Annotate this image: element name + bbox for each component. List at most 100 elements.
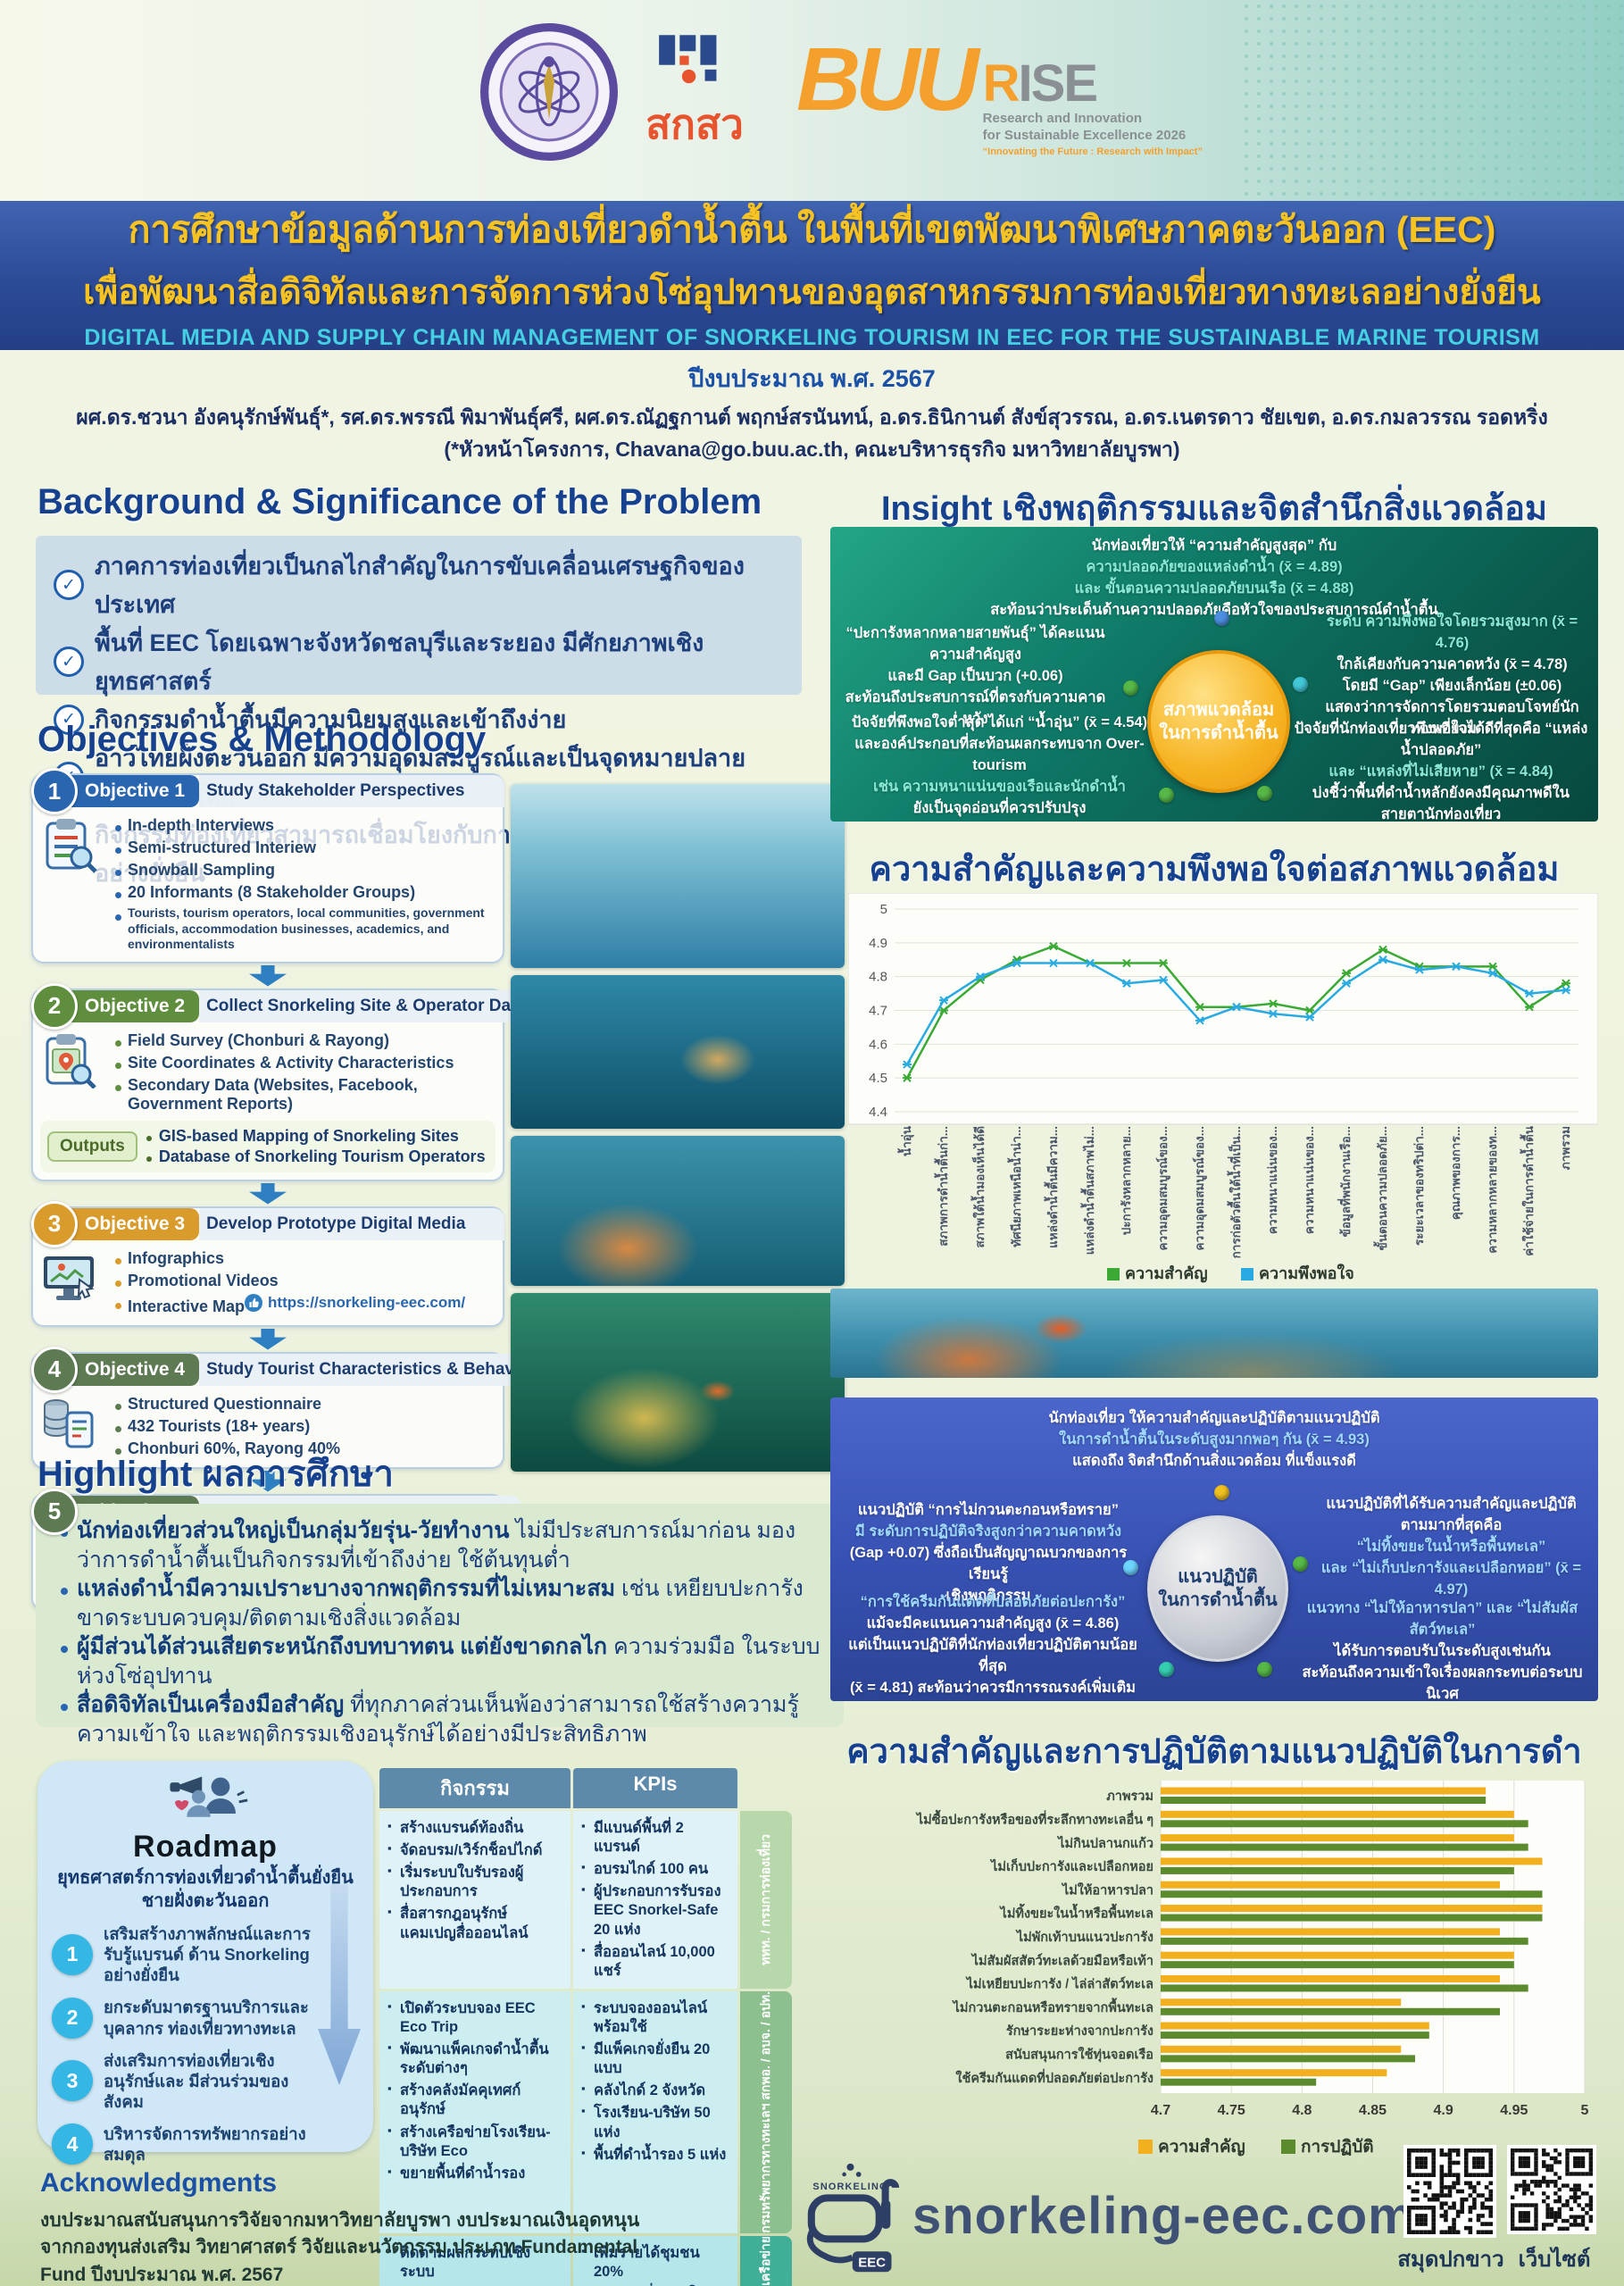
text-line: ปัจจัยที่พึงพอใจต่ำสุด ได้แก่ “น้ำอุ่น” … (851, 714, 1148, 730)
node-dot-icon (1159, 788, 1174, 803)
qr-code-website (1507, 2145, 1596, 2234)
svg-text:ความอุดมสมบูรณ์ของ...: ความอุดมสมบูรณ์ของ... (1192, 1126, 1207, 1251)
photo-snorkelers (511, 784, 845, 968)
objective-card-4: 4 Objective 4 Study Tourist Characteristic… (31, 1346, 544, 1469)
roadmap-step: 1 เสริมสร้างภาพลักษณ์และการรับรู้แบรนด์ ด… (52, 1923, 359, 1985)
photo-reef-strip (830, 1289, 1598, 1378)
kpi-item: มีแบนด์พื้นที่ 2 แบรนด์ (581, 1817, 729, 1858)
insight-left-text: “ปะการังหลากหลายสายพันธุ์” ได้คะแนนความส… (839, 623, 1112, 730)
practice-bar-chart: 4.7 4.75 4.8 4.85 4.9 4.95 5 ภาพรวม ไม่ซื้อปะการ… (893, 1775, 1598, 2164)
objective-bullet-list: Structured Questionnaire 432 Tourists (18… (108, 1393, 503, 1460)
website-url[interactable]: snorkeling-eec.com (912, 2187, 1415, 2245)
text-line: ในการดำน้ำตื้นในระดับสูงมากพอๆ กัน (x̄ =… (1059, 1431, 1370, 1448)
svg-text:4.4: 4.4 (869, 1105, 887, 1120)
text-line: และ “แหล่งที่ไม่เสียหาย” (x̄ = 4.84) (1328, 763, 1553, 780)
svg-text:ปะการังหลากหลาย...: ปะการังหลากหลาย... (1120, 1126, 1133, 1235)
text-line: ในการดำน้ำตื้น (1159, 723, 1278, 743)
text-line: โดยมี “Gap” เพียงเล็กน้อย (±0.06) (1342, 677, 1562, 694)
svg-text:ความอุดมสมบูรณ์ของ...: ความอุดมสมบูรณ์ของ... (1155, 1126, 1170, 1251)
svg-text:ความสำคัญ: ความสำคัญ (1158, 2138, 1245, 2157)
svg-text:ระยะเวลาของทริปต่า...: ระยะเวลาของทริปต่า... (1412, 1126, 1426, 1246)
sksv-pixel-icon (659, 35, 717, 84)
authors-line2: (*หัวหน้าโครงการ, Chavana@go.buu.ac.th, … (444, 438, 1180, 461)
kpi-item: สื่อออนไลน์ 10,000 แชร์ (581, 1941, 729, 1982)
kpi-item: ผู้ประกอบการรับรอง EEC Snorkel-Safe 20 แ… (581, 1881, 729, 1940)
interactive-map-link[interactable]: https://snorkeling-eec.com/ (245, 1293, 465, 1312)
text-line: มี ระดับการปฏิบัติจริงสูงกว่าความคาดหวัง (854, 1523, 1122, 1539)
objective-label: Objective 2 (65, 989, 200, 1022)
text-line: สะท้อนถึงประสบการณ์ที่ตรงกับความคาดหวัง (845, 688, 1106, 727)
svg-text:SNORKELING: SNORKELING (812, 2182, 887, 2192)
background-heading: Background & Significance of the Problem (37, 482, 762, 521)
objective-bullet: Interactive Map https://snorkeling-eec.c… (113, 1292, 496, 1318)
background-bullet-text: พื้นที่ EEC โดยเฉพาะจังหวัดชลบุรีและระยอ… (95, 630, 704, 695)
objective-bullet: Field Survey (Chonburi & Rayong) (113, 1030, 496, 1052)
photo-striped-fish (511, 975, 845, 1129)
rise-tagline: “Innovating the Future : Research with I… (982, 146, 1203, 157)
insight-bottom-right-text: ปัจจัยที่นักท่องเที่ยวพึงพอใจมากที่สุดคื… (1293, 719, 1589, 826)
text-line: และ ขั้นตอนความปลอดภัยบนเรือ (x̄ = 4.88) (1074, 580, 1354, 597)
text-line: แต่เป็นแนวปฏิบัติที่นักท่องเที่ยวปฏิบัติ… (848, 1636, 1137, 1674)
kpi-activities-group-2: เปิดตัวระบบจอง EEC Eco Tripพัฒนาแพ็คเกจด… (379, 1990, 570, 2233)
text-line: นักท่องเที่ยวให้ “ความสำคัญสูงสุด” กับ (1091, 538, 1337, 554)
sksv-label: สกสว (645, 101, 744, 147)
objective-bullet: Structured Questionnaire (113, 1393, 496, 1415)
objective-title: Develop Prototype Digital Media (199, 1207, 504, 1240)
objective-bullet-list: Field Survey (Chonburi & Rayong) Site Coo… (108, 1030, 503, 1115)
highlight-heading: Highlight ผลการศึกษา (37, 1455, 394, 1494)
text-line: แสดงว่าการจัดการโดยรวมตอบโจทย์นักท่องเที… (1325, 698, 1579, 737)
svg-text:ไม่ซื้อปะการังหรือของที่ระลึกท: ไม่ซื้อปะการังหรือของที่ระลึกทางทะเลอื่น… (915, 1809, 1153, 1827)
svg-text:4.9: 4.9 (869, 936, 887, 951)
buu-rise-logo: BUU RISE Research and Innovation for Sust… (796, 35, 1203, 157)
svg-text:ความหนาแน่นของ...: ความหนาแน่นของ... (1303, 1126, 1316, 1234)
roadmap-step: 4 บริหารจัดการทรัพยากรอย่างสมดุล (52, 2123, 359, 2165)
svg-text:5: 5 (1581, 2103, 1589, 2118)
svg-text:4.75: 4.75 (1218, 2103, 1245, 2118)
text-line: เชิงพฤติกรรม (945, 1587, 1031, 1604)
background-bullet: ✓ ภาคการท่องเที่ยวเป็นกลไกสำคัญในการขับเค… (54, 546, 784, 623)
authors-line1: ผศ.ดร.ชวนา อังคนุรักษ์พันธุ์*, รศ.ดร.พรร… (76, 405, 1548, 429)
insight-right-text: ระดับ ความพึงพอใจโดยรวมสูงมาก (x̄ = 4.76… (1315, 612, 1589, 740)
svg-text:การปฏิบัติ: การปฏิบัติ (1301, 2138, 1374, 2157)
svg-text:4.5: 4.5 (869, 1071, 887, 1086)
flow-arrow-icon (249, 1182, 287, 1205)
monitor-map-icon (33, 1246, 108, 1311)
roadmap-step-number: 2 (52, 1997, 93, 2039)
svg-text:ข้อมูลที่พนักงานเรือ...: ข้อมูลที่พนักงานเรือ... (1337, 1126, 1353, 1237)
kpi-activity: จัดอบรม/เวิร์กช็อปไกด์ (387, 1840, 562, 1862)
practice-right-text: แนวปฏิบัติที่ได้รับความสำคัญและปฏิบัติตา… (1315, 1494, 1587, 1601)
node-dot-icon (1257, 786, 1272, 801)
text-line: แนวปฏิบัติที่ได้รับความสำคัญและปฏิบัติตา… (1326, 1496, 1577, 1533)
kpi-activity: สร้างแบรนด์ท้องถิ่น (387, 1817, 562, 1840)
text-line: ความปลอดภัยของแหล่งดำน้ำ (x̄ = 4.89) (1086, 558, 1343, 575)
kpi-header-spacer (740, 1768, 792, 1808)
objective-body: In-depth Interviews Semi-structured Inter… (33, 813, 503, 955)
check-icon: ✓ (54, 647, 84, 677)
practice-panel: นักท่องเที่ยว ให้ความสำคัญและปฏิบัติตามแ… (830, 1397, 1598, 1702)
text-line: แนวปฏิบัติ (1178, 1567, 1258, 1587)
svg-text:EEC: EEC (858, 2255, 886, 2270)
objective-body: Field Survey (Chonburi & Rayong) Site Coo… (33, 1028, 503, 1115)
text-line: (Gap +0.07) ซึ่งถือเป็นสัญญาณบวกของการเร… (849, 1544, 1128, 1582)
highlight-bullet: สื่อดิจิทัลเป็นเครื่องมือสำคัญ ที่ทุกภาค… (57, 1690, 822, 1748)
svg-text:4.95: 4.95 (1500, 2103, 1528, 2118)
output-item: GIS-based Mapping of Snorkeling Sites (146, 1126, 486, 1147)
kpi-col-activities-header: กิจกรรม (379, 1768, 570, 1808)
acknowledgments-text: งบประมาณสนับสนุนการวิจัยจากมหาวิทยาลัยบู… (40, 2210, 640, 2285)
objective-bullet: Secondary Data (Websites, Facebook, Gove… (113, 1074, 496, 1115)
text-line: “การใช้ครีมกันแดดที่ปลอดภัยต่อปะการัง” (860, 1594, 1126, 1610)
highlight-box: นักท่องเที่ยวส่วนใหญ่เป็นกลุ่มวัยรุ่น-วั… (36, 1504, 844, 1747)
practice-bottom-left-text: “การใช้ครีมกันแดดที่ปลอดภัยต่อปะการัง” แม… (841, 1592, 1145, 1699)
title-english: DIGITAL MEDIA AND SUPPLY CHAIN MANAGEMEN… (84, 324, 1540, 350)
kpi-activity: ขยายพื้นที่ดำน้ำรอง (387, 2163, 562, 2185)
kpi-item: อบรมไกด์ 100 คน (581, 1858, 729, 1881)
flow-arrow-icon (249, 1328, 287, 1350)
node-dot-icon (1123, 680, 1138, 696)
svg-text:แหล่งดำน้ำตื้นสภาพไม่...: แหล่งดำน้ำตื้นสภาพไม่... (1080, 1126, 1096, 1255)
svg-text:ไม่ให้อาหารปลา: ไม่ให้อาหารปลา (1061, 1881, 1153, 1898)
text-line: และองค์ประกอบที่สะท้อนผลกระทบจาก Over-to… (854, 735, 1145, 773)
objective-body: Structured Questionnaire 432 Tourists (18… (33, 1391, 503, 1460)
clipboard-search-icon (33, 813, 108, 878)
kpi-item: พื้นที่ดำน้ำรอง 5 แห่ง (581, 2144, 729, 2166)
svg-text:4.8: 4.8 (869, 970, 887, 985)
